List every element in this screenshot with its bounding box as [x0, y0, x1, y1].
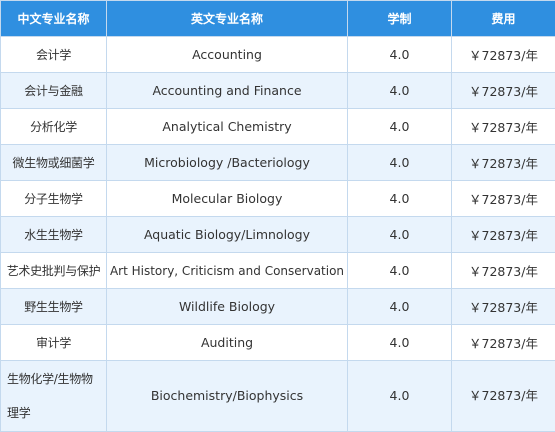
table-row: 会计学 Accounting 4.0 ￥72873/年	[0, 36, 555, 73]
cell-en-name: Auditing	[106, 324, 348, 361]
table-row: 审计学 Auditing 4.0 ￥72873/年	[0, 324, 555, 361]
cell-cn-name: 会计学	[0, 36, 107, 73]
cell-cn-name: 分析化学	[0, 108, 107, 145]
cell-duration: 4.0	[347, 144, 452, 181]
cell-cn-name: 生物化学/生物物理学	[0, 360, 107, 432]
cell-duration: 4.0	[347, 360, 452, 432]
cell-duration: 4.0	[347, 180, 452, 217]
cell-fee: ￥72873/年	[451, 252, 555, 289]
cell-fee: ￥72873/年	[451, 36, 555, 73]
table-row: 会计与金融 Accounting and Finance 4.0 ￥72873/…	[0, 72, 555, 109]
cell-fee: ￥72873/年	[451, 108, 555, 145]
header-row: 中文专业名称 英文专业名称 学制 费用	[0, 0, 555, 37]
table-row: 微生物或细菌学 Microbiology /Bacteriology 4.0 ￥…	[0, 144, 555, 181]
cell-cn-name: 水生生物学	[0, 216, 107, 253]
cell-cn-name: 艺术史批判与保护	[0, 252, 107, 289]
cell-duration: 4.0	[347, 36, 452, 73]
cell-en-name: Microbiology /Bacteriology	[106, 144, 348, 181]
cell-fee: ￥72873/年	[451, 360, 555, 432]
cell-en-name: Wildlife Biology	[106, 288, 348, 325]
cell-duration: 4.0	[347, 108, 452, 145]
cell-en-name: Art History, Criticism and Conservation	[106, 252, 348, 289]
cell-cn-name: 野生生物学	[0, 288, 107, 325]
cell-fee: ￥72873/年	[451, 144, 555, 181]
cell-cn-name: 会计与金融	[0, 72, 107, 109]
table-row: 生物化学/生物物理学 Biochemistry/Biophysics 4.0 ￥…	[0, 360, 555, 432]
header-cn-name: 中文专业名称	[0, 0, 107, 37]
cell-en-name: Molecular Biology	[106, 180, 348, 217]
cell-duration: 4.0	[347, 324, 452, 361]
cell-duration: 4.0	[347, 72, 452, 109]
cell-en-name: Accounting and Finance	[106, 72, 348, 109]
cell-fee: ￥72873/年	[451, 72, 555, 109]
header-en-name: 英文专业名称	[106, 0, 348, 37]
header-duration: 学制	[347, 0, 452, 37]
table-row: 野生生物学 Wildlife Biology 4.0 ￥72873/年	[0, 288, 555, 325]
cell-fee: ￥72873/年	[451, 216, 555, 253]
table-row: 艺术史批判与保护 Art History, Criticism and Cons…	[0, 252, 555, 289]
table-row: 分子生物学 Molecular Biology 4.0 ￥72873/年	[0, 180, 555, 217]
cell-duration: 4.0	[347, 252, 452, 289]
cell-duration: 4.0	[347, 288, 452, 325]
cell-en-name: Biochemistry/Biophysics	[106, 360, 348, 432]
cell-cn-name: 微生物或细菌学	[0, 144, 107, 181]
cell-en-name: Accounting	[106, 36, 348, 73]
table-row: 分析化学 Analytical Chemistry 4.0 ￥72873/年	[0, 108, 555, 145]
cell-fee: ￥72873/年	[451, 324, 555, 361]
cell-fee: ￥72873/年	[451, 288, 555, 325]
cell-fee: ￥72873/年	[451, 180, 555, 217]
header-fee: 费用	[451, 0, 555, 37]
cell-en-name: Analytical Chemistry	[106, 108, 348, 145]
cell-cn-name: 分子生物学	[0, 180, 107, 217]
cell-duration: 4.0	[347, 216, 452, 253]
cell-en-name: Aquatic Biology/Limnology	[106, 216, 348, 253]
table-row: 水生生物学 Aquatic Biology/Limnology 4.0 ￥728…	[0, 216, 555, 253]
cell-cn-name: 审计学	[0, 324, 107, 361]
